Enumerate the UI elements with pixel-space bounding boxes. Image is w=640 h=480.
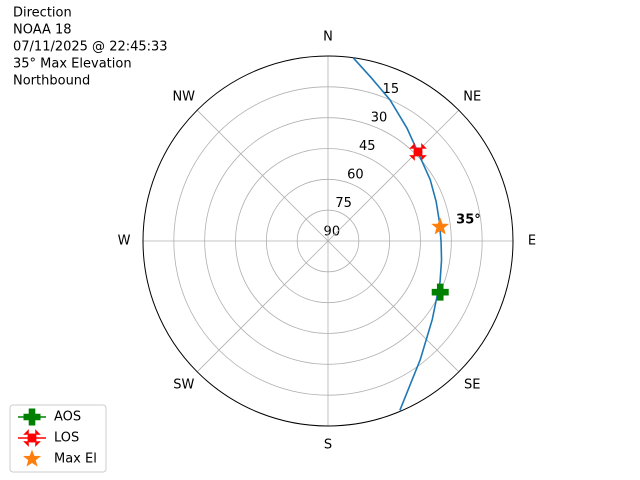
direction-label: E (528, 234, 536, 249)
value-label: 35° (456, 212, 481, 227)
title-line: Direction (13, 6, 72, 21)
direction-label: N (323, 30, 333, 45)
title-line: Northbound (13, 74, 90, 89)
grid-spoke (327, 109, 460, 242)
outer-ring (142, 55, 514, 427)
grid-spoke (196, 240, 329, 373)
marker-plus (431, 283, 449, 301)
direction-label: SW (173, 378, 194, 393)
title-line: NOAA 18 (13, 23, 72, 38)
r-tick-label: 45 (359, 139, 376, 154)
direction-label: NE (463, 89, 481, 104)
direction-label: S (324, 438, 332, 453)
title-line: 07/11/2025 @ 22:45:33 (13, 40, 168, 55)
title-line: 35° Max Elevation (13, 57, 132, 72)
grid-spoke (327, 240, 460, 373)
legend-marker (23, 449, 41, 467)
legend-label: LOS (54, 431, 79, 446)
marker-x (409, 143, 427, 161)
r-tick-label: 60 (347, 167, 364, 182)
legend-marker (23, 429, 41, 447)
r-tick-label: 75 (335, 196, 352, 211)
direction-label: NW (172, 89, 195, 104)
r-tick-label: 15 (383, 82, 400, 97)
grid-spoke (196, 109, 329, 242)
r-tick-label: 30 (371, 110, 388, 125)
direction-label: SE (464, 378, 480, 393)
marker-star (431, 217, 450, 235)
legend-label: AOS (54, 410, 81, 425)
legend-marker (23, 408, 41, 426)
direction-label: W (118, 234, 131, 249)
legend-label: Max El (54, 452, 97, 467)
track-line (352, 57, 443, 411)
